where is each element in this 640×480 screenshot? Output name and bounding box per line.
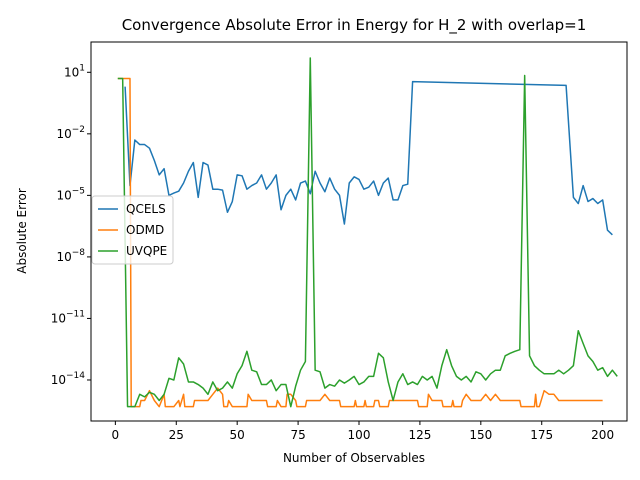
legend-label-qcels: QCELS [126,202,166,216]
x-tick-label: 75 [290,428,305,442]
y-axis-ticks: 10−14 10−11 10−8 10−5 10−2 101 [51,63,91,387]
x-tick-label: 175 [530,428,553,442]
series-line-qcels [124,80,613,236]
x-axis-ticks: 0 25 50 75 100 125 150 175 200 [112,421,614,442]
y-tick-label: 101 [64,63,85,79]
y-tick-label: 10−14 [51,371,86,387]
x-tick-label: 25 [169,428,184,442]
legend-box [91,195,174,265]
y-tick-label: 10−5 [56,186,85,202]
legend-label-odmd: ODMD [126,223,164,237]
x-axis-label: Number of Observables [283,451,425,465]
series-line-odmd [117,77,603,408]
series-line-uvqpe [117,57,618,408]
series-lines [117,57,618,408]
x-tick-label: 50 [230,428,245,442]
legend-label-uvqpe: UVQPE [126,244,167,258]
legend: QCELS ODMD UVQPE [91,195,174,265]
x-tick-label: 125 [408,428,431,442]
x-tick-label: 100 [348,428,371,442]
y-axis-label: Absolute Error [15,188,29,274]
plot-area [90,41,628,422]
y-tick-label: 10−8 [56,248,85,264]
chart-title: Convergence Absolute Error in Energy for… [122,16,587,35]
y-tick-label: 10−11 [51,309,85,325]
x-tick-label: 0 [112,428,120,442]
x-tick-label: 150 [469,428,492,442]
y-tick-label: 10−2 [56,125,85,141]
x-tick-label: 200 [591,428,614,442]
